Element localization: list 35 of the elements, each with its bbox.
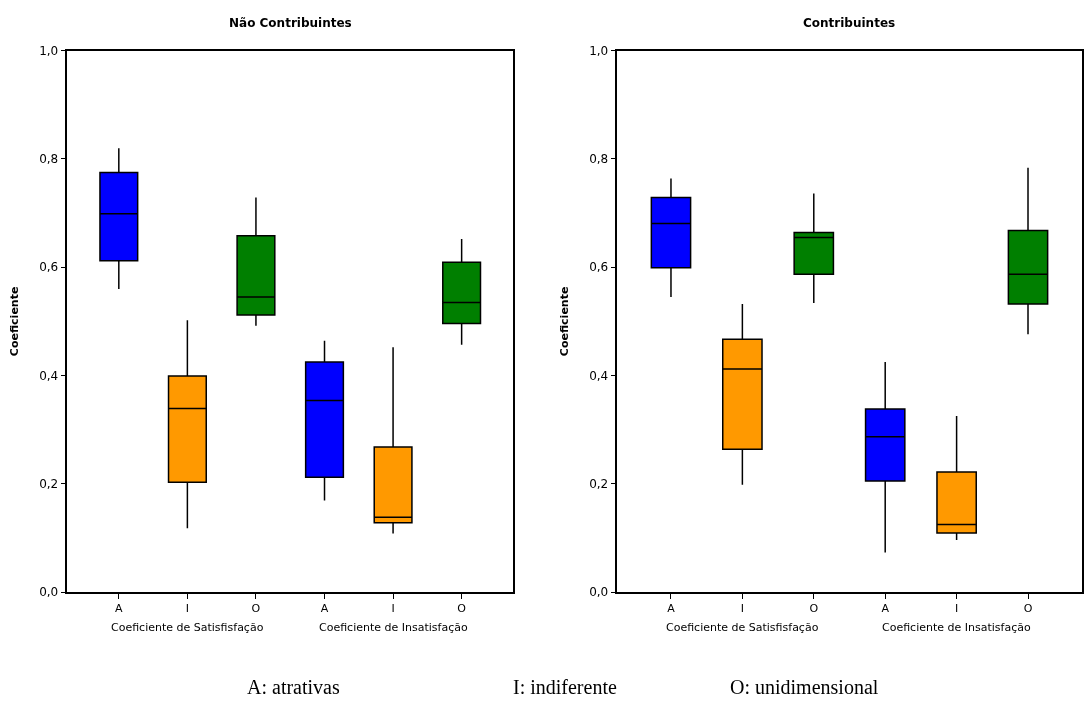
- y-tick-label: 0,2: [589, 476, 609, 491]
- text: Coeficiente de Satisfisfação: [111, 621, 264, 634]
- y-tick-label: 0,6: [589, 260, 609, 275]
- y-tick-label: 0,8: [589, 152, 609, 167]
- text: Coeficiente de Insatisfação: [319, 621, 468, 634]
- y-axis-title: Coeficiente: [558, 286, 572, 357]
- y-tick-label: 0,4: [589, 368, 609, 383]
- text: Coeficiente de Satisfisfação: [666, 621, 819, 634]
- y-axis-title: Coeficiente: [8, 286, 22, 357]
- y-tick-label: 0,6: [39, 260, 59, 275]
- x-tick-label: O: [457, 602, 467, 616]
- y-tick-label: 1,0: [589, 43, 609, 58]
- x-tick-label: I: [185, 602, 190, 616]
- x-tick-label: A: [881, 602, 890, 616]
- text: I: indiferente: [513, 676, 617, 698]
- x-tick-label: A: [115, 602, 124, 616]
- x-tick-label: I: [391, 602, 395, 616]
- y-tick-label: 0,2: [39, 476, 59, 491]
- y-tick-label: 1,0: [39, 43, 59, 58]
- x-tick-label: I: [740, 602, 744, 616]
- x-tick-label: I: [954, 602, 959, 616]
- x-tick-label: O: [251, 602, 261, 616]
- chart-title: Não Contribuintes: [229, 16, 352, 30]
- text: A: atrativas: [247, 676, 340, 698]
- x-tick-label: O: [1023, 602, 1033, 616]
- x-tick-label: A: [320, 602, 329, 616]
- chart-title: Contribuintes: [803, 16, 896, 30]
- text: Coeficiente de Insatisfação: [882, 621, 1031, 634]
- x-tick-label: O: [809, 602, 819, 616]
- y-tick-label: 0,0: [589, 585, 609, 600]
- y-tick-label: 0,8: [39, 152, 59, 167]
- y-tick-label: 0,4: [39, 368, 59, 383]
- y-tick-label: 0,0: [39, 585, 59, 600]
- text: O: unidimensional: [730, 676, 879, 698]
- x-tick-label: A: [667, 602, 676, 616]
